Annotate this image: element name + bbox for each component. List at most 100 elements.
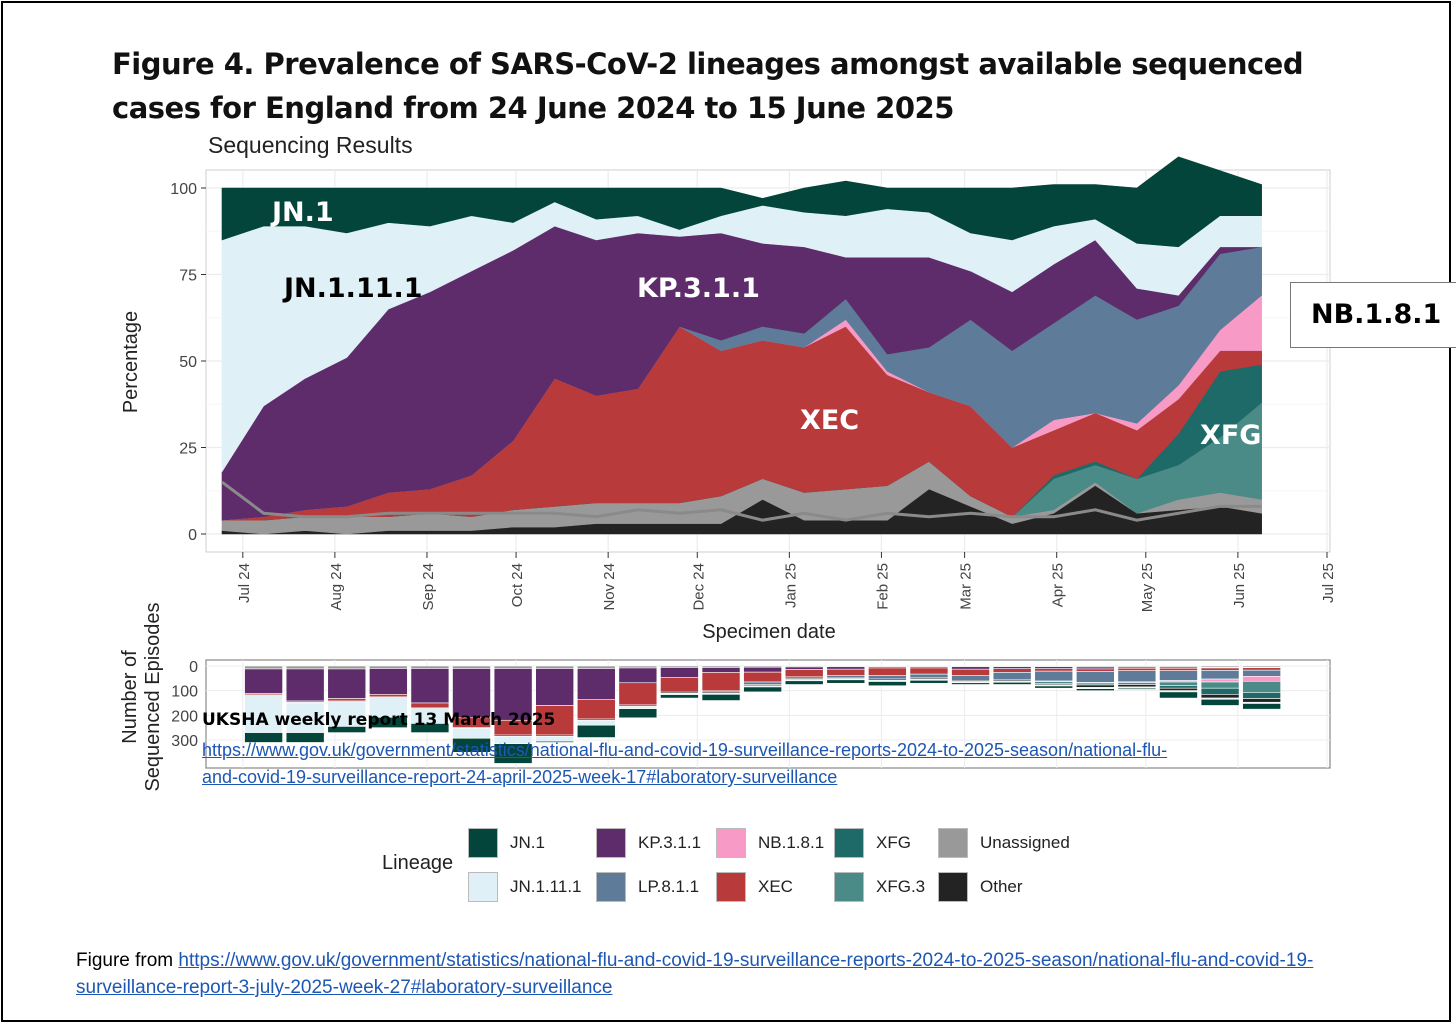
bar-segment-unassigned bbox=[327, 665, 367, 670]
bar-y-tick-label: 0 bbox=[189, 659, 198, 676]
bar-segment-jn-1 bbox=[244, 732, 283, 743]
legend-swatch bbox=[596, 872, 626, 902]
footer-prefix: Figure from bbox=[76, 950, 179, 971]
legend-swatch bbox=[468, 872, 498, 902]
x-tick-label: Jul 25 bbox=[1320, 563, 1337, 603]
y-tick-label: 50 bbox=[179, 354, 197, 371]
direct-label-jn-1: JN.1 bbox=[270, 197, 334, 228]
nb181-callout-label: NB.1.8.1 bbox=[1290, 282, 1456, 348]
bar-segment-jn-1 bbox=[452, 737, 491, 753]
y-tick-label: 75 bbox=[179, 268, 197, 285]
bar-segment-jn-1 bbox=[992, 681, 1032, 685]
legend-swatch bbox=[716, 872, 746, 902]
y-tick-label: 0 bbox=[188, 527, 197, 544]
bar-segment-unassigned bbox=[576, 665, 616, 669]
bar-segment-lp-8-1-1 bbox=[868, 675, 907, 680]
bar-segment-unassigned bbox=[535, 665, 574, 669]
bar-segment-lp-8-1-1 bbox=[1117, 670, 1157, 683]
x-tick-label: Jan 25 bbox=[782, 563, 799, 608]
x-axis-label: Specimen date bbox=[702, 621, 835, 643]
legend-swatch bbox=[834, 828, 864, 858]
bar-segment-lp-8-1-1 bbox=[743, 681, 782, 685]
bar-segment-jn-1 bbox=[1117, 687, 1157, 690]
bar-segment-xec bbox=[951, 668, 990, 676]
legend-swatch bbox=[468, 828, 498, 858]
bar-segment-unassigned bbox=[369, 665, 408, 669]
x-tick-label: Nov 24 bbox=[601, 563, 618, 611]
footer-link[interactable]: https://www.gov.uk/government/statistics… bbox=[76, 950, 1314, 998]
chart-subtitle: Sequencing Results bbox=[208, 132, 413, 158]
bar-segment-kp-3-1-1 bbox=[660, 667, 699, 678]
direct-label-xec: XEC bbox=[800, 405, 859, 436]
bar-y-axis-label-line2: Sequenced Episodes bbox=[142, 602, 164, 791]
bar-segment-unassigned bbox=[410, 665, 450, 669]
bar-segment-other bbox=[1159, 687, 1198, 691]
bar-segment-kp-3-1-1 bbox=[535, 668, 574, 706]
bar-segment-jn-1 bbox=[660, 694, 699, 699]
legend-swatch bbox=[834, 872, 864, 902]
legend-label: XFG.3 bbox=[876, 877, 926, 896]
legend-label: KP.3.1.1 bbox=[638, 833, 702, 852]
bar-y-tick-label: 200 bbox=[171, 708, 198, 725]
figure-footer: Figure from https://www.gov.uk/governmen… bbox=[76, 947, 1376, 1001]
y-axis-label: Percentage bbox=[120, 311, 142, 413]
bar-segment-jn-1 bbox=[826, 679, 866, 684]
bar-segment-jn-1-11-1 bbox=[285, 702, 325, 733]
bar-segment-xfg bbox=[1242, 692, 1281, 699]
bar-segment-kp-3-1-1 bbox=[410, 668, 450, 704]
bar-segment-unassigned bbox=[493, 665, 533, 669]
bar-segment-lp-8-1-1 bbox=[992, 672, 1032, 681]
bar-segment-nb-1-8-1 bbox=[1242, 676, 1281, 682]
bar-segment-xec bbox=[1159, 667, 1198, 671]
bar-segment-kp-3-1-1 bbox=[951, 666, 990, 670]
bar-segment-xec bbox=[1117, 667, 1157, 671]
bar-segment-xec bbox=[660, 677, 699, 693]
annotation-link[interactable]: https://www.gov.uk/government/statistics… bbox=[202, 740, 1168, 787]
bar-segment-jn-1 bbox=[285, 732, 325, 743]
bar-segment-jn-1-11-1 bbox=[576, 719, 616, 726]
bar-segment-jn-1 bbox=[327, 726, 367, 733]
bar-segment-lp-8-1-1 bbox=[1034, 670, 1074, 682]
bar-segment-jn-1 bbox=[369, 717, 408, 728]
bar-segment-xec bbox=[618, 682, 658, 706]
legend-title: Lineage bbox=[382, 852, 454, 874]
area-jn-1 bbox=[221, 156, 1262, 248]
bar-segment-jn-1 bbox=[701, 694, 741, 701]
bar-segment-unassigned bbox=[452, 665, 491, 669]
bar-segment-lp-8-1-1 bbox=[1159, 670, 1198, 681]
bar-segment-xfg-3 bbox=[1200, 681, 1240, 689]
bar-segment-xec bbox=[868, 667, 907, 676]
x-tick-label: Aug 24 bbox=[328, 563, 345, 611]
bar-segment-kp-3-1-1 bbox=[743, 666, 782, 673]
bar-segment-jn-1 bbox=[1076, 688, 1115, 691]
bar-segment-kp-3-1-1 bbox=[826, 666, 866, 670]
bar-segment-jn-1-11-1 bbox=[244, 695, 283, 733]
legend-label: Other bbox=[980, 877, 1023, 896]
bar-segment-nb-1-8-1 bbox=[1200, 678, 1240, 683]
bar-segment-xec bbox=[992, 668, 1032, 673]
bar-segment-xec bbox=[1076, 668, 1115, 672]
legend-label: Unassigned bbox=[980, 833, 1070, 852]
bar-segment-xfg bbox=[1159, 685, 1198, 689]
stacked-areas bbox=[221, 156, 1262, 535]
bar-segment-xec bbox=[1034, 668, 1074, 672]
legend-swatch bbox=[938, 828, 968, 858]
bar-segment-jn-1 bbox=[410, 723, 450, 733]
bar-segment-xec bbox=[576, 698, 616, 720]
legend-label: XEC bbox=[758, 877, 793, 896]
grey-trend-line bbox=[221, 480, 1262, 522]
x-tick-label: Jul 24 bbox=[236, 563, 253, 603]
annotation-title: UKSHA weekly report 13 March 2025 bbox=[202, 710, 556, 730]
bar-segment-xec bbox=[535, 705, 574, 736]
bar-segment-unassigned bbox=[244, 665, 283, 670]
bar-y-axis-label-group: Number of Sequenced Episodes bbox=[119, 602, 164, 791]
x-tick-label: Dec 24 bbox=[690, 563, 707, 611]
bar-segment-jn-1 bbox=[743, 686, 782, 693]
bar-y-tick-label: 100 bbox=[171, 684, 198, 701]
bar-segment-jn-1 bbox=[1159, 691, 1198, 699]
bar-segment-kp-3-1-1 bbox=[618, 667, 658, 684]
x-tick-label: Feb 25 bbox=[874, 563, 891, 610]
legend-swatch bbox=[596, 828, 626, 858]
